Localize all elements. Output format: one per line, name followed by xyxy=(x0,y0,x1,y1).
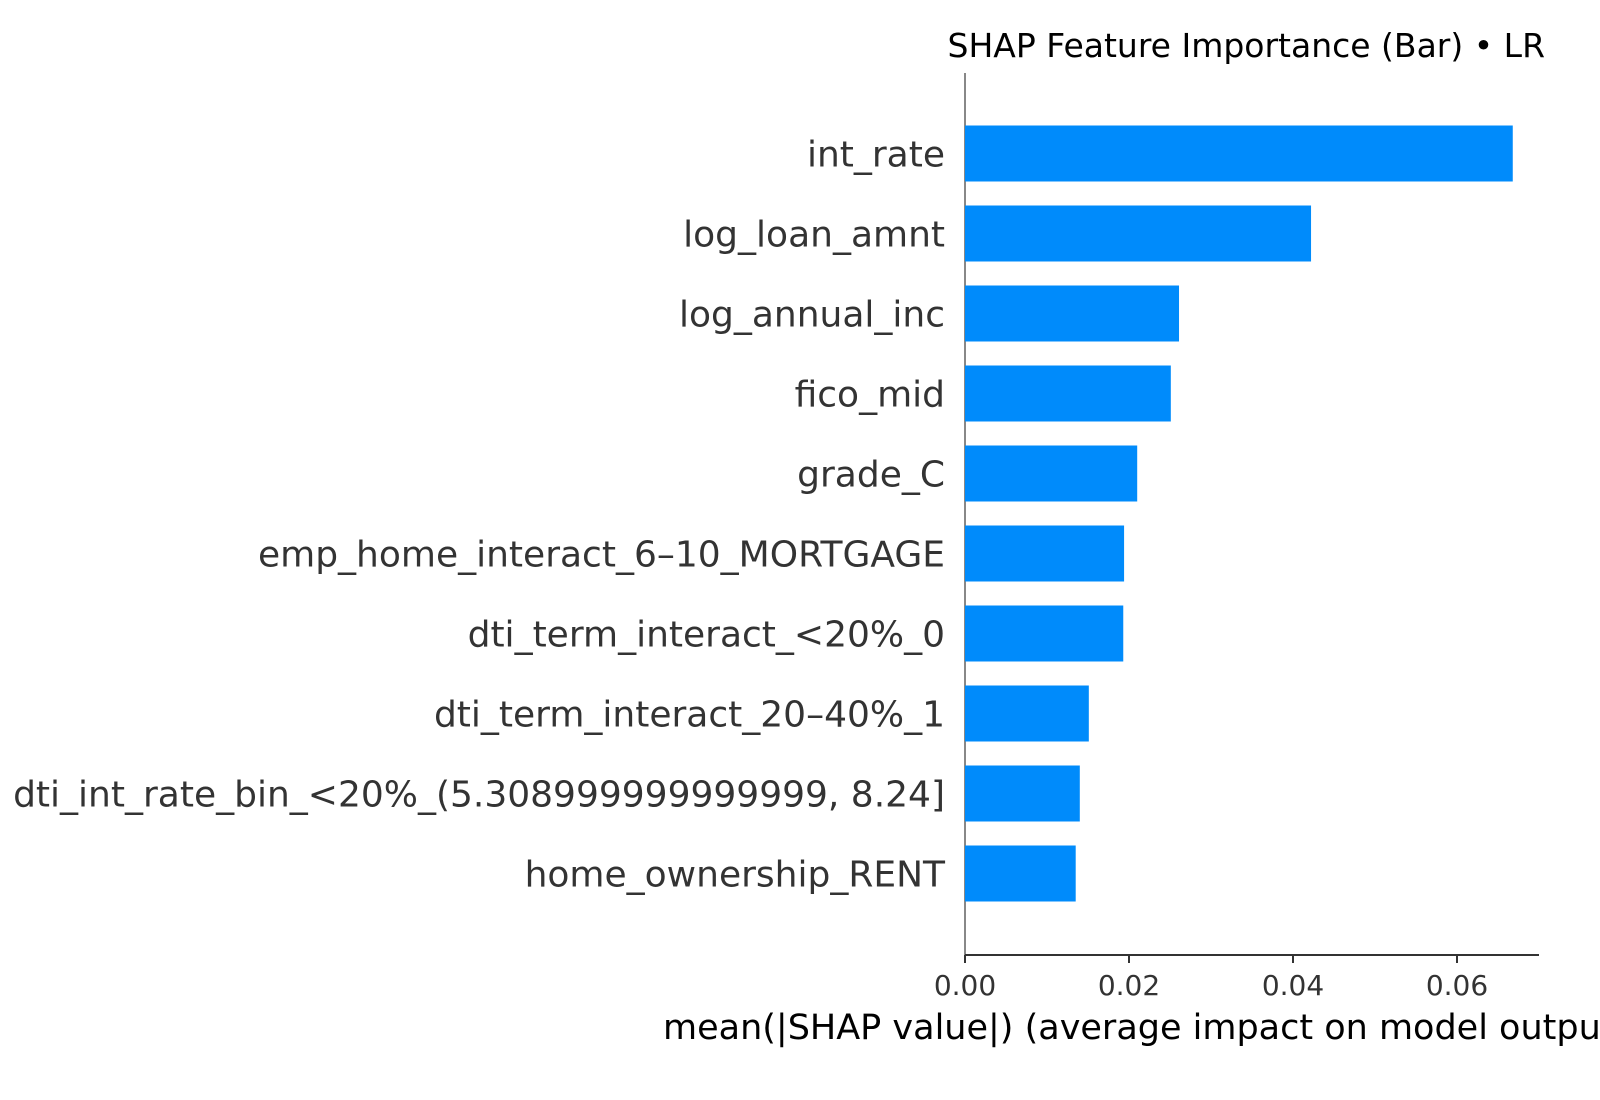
category-label-1: log_loan_amnt xyxy=(683,215,945,256)
category-label-4: grade_C xyxy=(797,455,945,496)
category-labels: int_rate log_loan_amnt log_annual_inc fico_… xyxy=(13,135,946,896)
x-tick-label-1: 0.02 xyxy=(1098,969,1160,1002)
chart-title: SHAP Feature Importance (Bar) • LR xyxy=(948,26,1545,65)
category-label-7: dti_term_interact_20–40%_1 xyxy=(434,695,945,736)
category-label-6: dti_term_interact_<20%_0 xyxy=(468,615,945,656)
bar-9 xyxy=(965,845,1076,902)
bar-4 xyxy=(965,445,1138,502)
x-axis-ticks: 0.00 0.02 0.04 0.06 xyxy=(934,955,1488,1002)
category-label-8: dti_int_rate_bin_<20%_(5.308999999999999… xyxy=(13,775,945,816)
bar-2 xyxy=(965,285,1180,342)
x-tick-label-2: 0.04 xyxy=(1262,969,1324,1002)
x-tick-label-3: 0.06 xyxy=(1426,969,1488,1002)
bar-5 xyxy=(965,525,1125,582)
bar-1 xyxy=(965,205,1312,262)
category-label-0: int_rate xyxy=(807,135,945,176)
category-label-5: emp_home_interact_6–10_MORTGAGE xyxy=(258,535,945,576)
x-axis-label: mean(|SHAP value|) (average impact on mo… xyxy=(663,1008,1600,1048)
bar-6 xyxy=(965,605,1124,662)
bar-7 xyxy=(965,685,1089,742)
bar-0 xyxy=(965,125,1513,182)
category-label-9: home_ownership_RENT xyxy=(525,855,946,896)
bar-8 xyxy=(965,765,1080,822)
bars-group xyxy=(965,125,1513,902)
x-tick-label-0: 0.00 xyxy=(934,969,996,1002)
category-label-2: log_annual_inc xyxy=(679,295,945,336)
bar-3 xyxy=(965,365,1171,422)
category-label-3: fico_mid xyxy=(795,375,945,416)
